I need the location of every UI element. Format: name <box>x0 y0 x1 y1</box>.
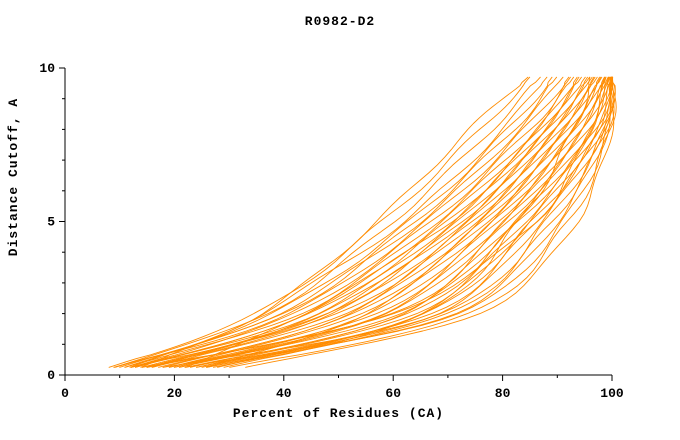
model-curve <box>169 76 607 368</box>
model-curve <box>206 76 613 368</box>
model-curve <box>129 76 529 368</box>
model-curve <box>151 76 598 368</box>
model-curve <box>119 76 553 368</box>
x-tick-label: 100 <box>600 386 624 401</box>
model-curve <box>184 76 616 368</box>
x-tick-label: 80 <box>495 386 511 401</box>
model-curve <box>223 76 591 368</box>
model-curve <box>130 76 596 368</box>
model-curve <box>146 76 595 368</box>
y-tick-label: 10 <box>39 61 55 76</box>
model-curve <box>130 76 580 368</box>
model-curve <box>124 76 575 368</box>
model-curve <box>130 76 571 368</box>
model-curve <box>168 76 603 368</box>
model-curve <box>124 76 564 368</box>
model-curve <box>146 76 588 368</box>
model-curve <box>113 76 570 368</box>
model-curve <box>108 76 531 368</box>
x-tick-label: 20 <box>167 386 183 401</box>
chart-title: R0982-D2 <box>304 14 376 29</box>
model-curve <box>178 76 609 368</box>
model-curve <box>185 76 582 368</box>
model-curve <box>141 76 590 368</box>
model-curve <box>114 76 541 368</box>
model-curve <box>212 76 615 368</box>
y-tick-label: 5 <box>47 215 55 230</box>
model-curve <box>135 76 578 368</box>
x-axis-label: Percent of Residues (CA) <box>232 406 445 421</box>
model-curve <box>134 76 586 368</box>
x-tick-label: 60 <box>385 386 401 401</box>
model-curve <box>229 76 617 368</box>
x-tick-label: 0 <box>61 386 69 401</box>
model-curve <box>162 76 600 368</box>
model-curve <box>245 76 615 368</box>
model-curve <box>151 76 593 368</box>
y-tick-label: 0 <box>47 368 55 383</box>
x-tick-label: 40 <box>276 386 292 401</box>
model-curve <box>147 76 607 368</box>
model-curve <box>162 76 616 368</box>
